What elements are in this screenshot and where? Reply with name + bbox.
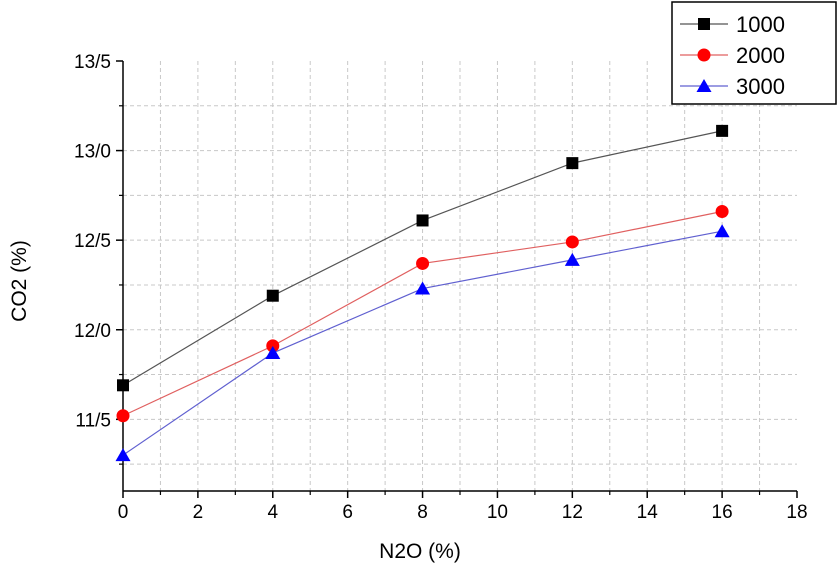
- data-point-1000: [266, 289, 279, 302]
- legend-label: 2000: [736, 43, 785, 68]
- x-tick-label: 12: [562, 502, 583, 523]
- series-2000: [116, 205, 729, 423]
- data-point-3000: [415, 281, 431, 295]
- data-point-1000: [716, 124, 729, 137]
- legend-marker: [698, 18, 710, 30]
- data-point-2000: [715, 205, 729, 218]
- x-tick-label: 14: [637, 502, 659, 523]
- data-point-1000: [566, 157, 579, 170]
- x-tick-label: 4: [267, 502, 278, 523]
- y-tick-label: 12/5: [74, 231, 111, 252]
- x-tick-label: 0: [118, 502, 129, 523]
- data-point-3000: [714, 224, 730, 238]
- data-series: [115, 124, 730, 462]
- data-point-2000: [116, 409, 130, 423]
- y-tick-label: 13/5: [74, 52, 111, 73]
- data-point-1000: [117, 379, 129, 392]
- data-point-3000: [115, 448, 131, 462]
- legend-item-3000: 3000: [680, 74, 785, 99]
- y-axis-title: CO2 (%): [8, 240, 31, 322]
- series-1000: [117, 124, 729, 392]
- x-tick-label: 8: [417, 502, 428, 523]
- data-point-3000: [265, 346, 281, 360]
- x-tick-label: 2: [193, 502, 204, 523]
- y-tick-label: 12/0: [74, 321, 111, 342]
- legend-marker: [696, 79, 712, 92]
- legend-label: 3000: [736, 74, 785, 99]
- x-tick-label: 16: [712, 502, 733, 523]
- x-tick-label: 10: [487, 502, 508, 523]
- y-tick-label: 11/5: [75, 410, 111, 431]
- legend-label: 1000: [736, 12, 785, 37]
- grid-lines: [123, 61, 797, 491]
- legend-item-2000: 2000: [680, 43, 785, 68]
- y-tick-label: 13/0: [74, 142, 111, 163]
- axes: 0 2 4 6 8 10 12 14 16 18 11/5 12/0 12/5 13/0 13/5: [74, 52, 808, 523]
- data-point-2000: [416, 256, 430, 270]
- legend-marker: [697, 48, 711, 62]
- data-point-3000: [564, 252, 580, 266]
- data-point-2000: [266, 339, 280, 353]
- series-3000: [115, 224, 730, 462]
- data-point-1000: [416, 214, 429, 227]
- x-tick-label: 18: [786, 502, 807, 523]
- x-tick-label: 6: [342, 502, 353, 523]
- x-axis-title: N2O (%): [379, 540, 461, 563]
- data-point-2000: [565, 235, 579, 249]
- legend-item-1000: 1000: [680, 12, 785, 37]
- legend: 1000 2000 3000: [671, 1, 837, 105]
